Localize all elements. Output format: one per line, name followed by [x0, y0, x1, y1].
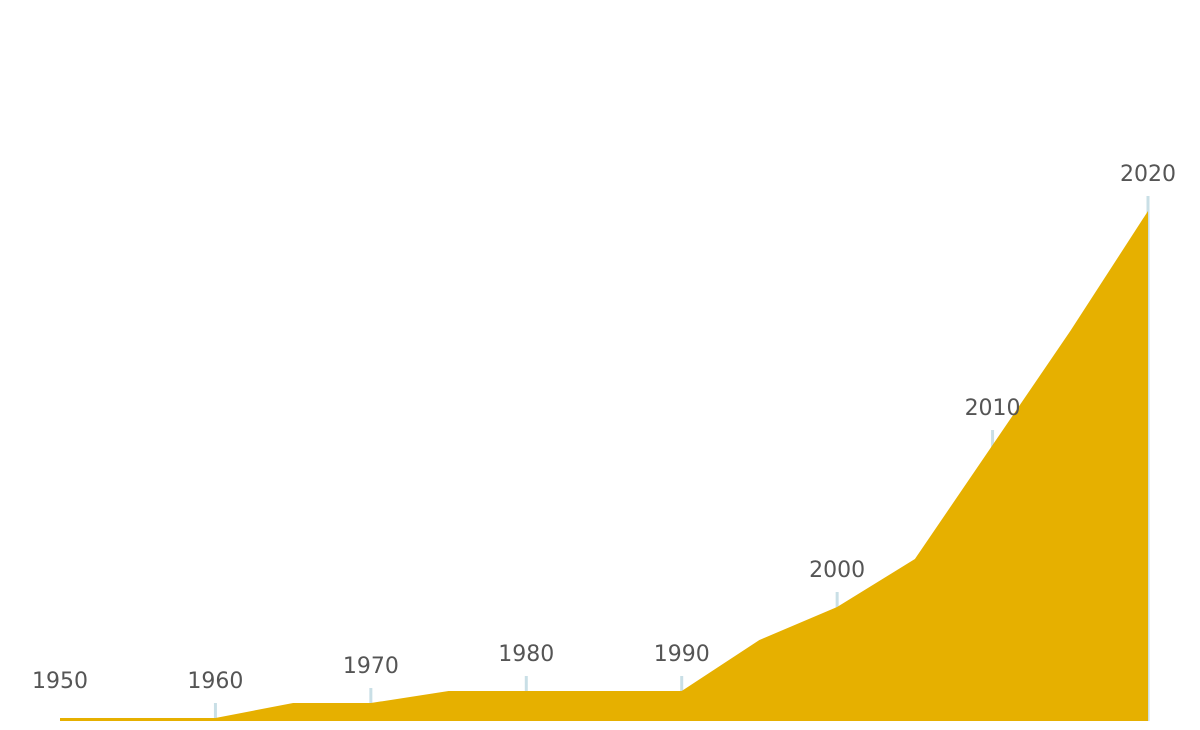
decade-label-1990: 1990 [654, 642, 710, 667]
decade-label-1970: 1970 [343, 654, 399, 679]
area-series [60, 211, 1148, 721]
decade-label-1960: 1960 [187, 669, 243, 694]
decade-label-2010: 2010 [965, 396, 1021, 421]
decade-label-2000: 2000 [809, 558, 865, 583]
decade-label-1950: 1950 [32, 669, 88, 694]
decade-label-1980: 1980 [498, 642, 554, 667]
decade-label-2020: 2020 [1120, 162, 1176, 187]
decade-labels: 1950 1960 1970 1980 1990 2000 2010 2020 [32, 162, 1176, 694]
